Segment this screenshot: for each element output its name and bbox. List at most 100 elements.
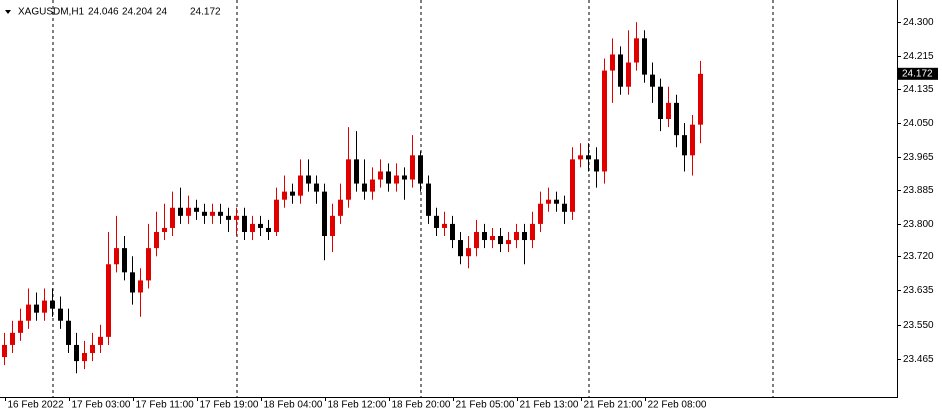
x-tick-label: 17 Feb 19:00: [200, 400, 259, 411]
candle-body: [66, 320, 71, 345]
candle-body: [186, 207, 191, 216]
candle-body: [362, 183, 367, 192]
candle-body: [18, 320, 23, 333]
candle-body: [282, 191, 287, 200]
x-tick-label: 17 Feb 03:00: [72, 400, 131, 411]
candle-body: [498, 236, 503, 245]
candle-body: [154, 231, 159, 249]
candle-body: [426, 183, 431, 216]
candle-body: [562, 203, 567, 212]
candle-body: [538, 203, 543, 224]
candle-body: [618, 54, 623, 87]
x-tick-label: 18 Feb 12:00: [328, 400, 387, 411]
ohlc-readout: 24.046 24.204 24 24.172: [88, 7, 221, 18]
candle-body: [290, 191, 295, 196]
candle-body: [442, 223, 447, 228]
candle-body: [610, 54, 615, 71]
ohlc-value: 24: [156, 7, 168, 18]
candle-body: [466, 248, 471, 257]
candle-body: [522, 231, 527, 241]
candle-body: [658, 86, 663, 120]
candle-body: [410, 155, 415, 180]
x-tick-label: 16 Feb 2022: [8, 400, 65, 411]
candle-body: [642, 38, 647, 75]
candle-body: [354, 159, 359, 184]
candle-body: [434, 215, 439, 228]
candle-body: [34, 304, 39, 313]
candle-body: [42, 300, 47, 313]
candle-body: [266, 227, 271, 232]
candle-body: [650, 74, 655, 87]
candle-body: [394, 175, 399, 184]
candle-body: [130, 272, 135, 293]
candle-body: [330, 215, 335, 237]
candle-body: [98, 336, 103, 345]
candle-body: [482, 231, 487, 241]
candle-body: [146, 248, 151, 281]
candle-body: [370, 179, 375, 192]
candle-body: [162, 227, 167, 232]
candle-body: [306, 175, 311, 184]
x-tick-label: 21 Feb 21:00: [584, 400, 643, 411]
candle-body: [258, 223, 263, 228]
candle-body: [346, 159, 351, 200]
ohlc-value: 24.046: [88, 7, 119, 18]
candle-body: [202, 211, 207, 216]
candle-body: [242, 215, 247, 232]
y-tick-label: 24.050: [903, 118, 934, 129]
y-tick-label: 23.465: [903, 354, 934, 365]
candle-body: [378, 171, 383, 180]
candle-body: [570, 159, 575, 212]
candle-body: [234, 215, 239, 220]
candle-body: [26, 304, 31, 321]
candle-body: [626, 62, 631, 87]
x-tick-label: 21 Feb 05:00: [456, 400, 515, 411]
candle-body: [666, 102, 671, 120]
candle-body: [322, 191, 327, 237]
candle-body: [458, 240, 463, 257]
candle-body: [474, 231, 479, 249]
candle-body: [506, 240, 511, 245]
candle-body: [82, 353, 87, 362]
candle-body: [218, 211, 223, 216]
x-tick-label: 18 Feb 20:00: [392, 400, 451, 411]
candle-body: [674, 102, 679, 136]
chart-title: XAGUSDM,H1: [18, 7, 85, 18]
ohlc-value: 24.172: [190, 7, 221, 18]
y-tick-label: 24.135: [903, 84, 934, 95]
plot: 24.300 24.215 24.135 24.050 23.965 23.885 23.8…: [2, 17, 938, 411]
candle-body: [194, 207, 199, 212]
y-tick-label: 23.885: [903, 185, 934, 196]
candle-body: [298, 175, 303, 196]
candle-body: [338, 199, 343, 216]
candle-body: [514, 231, 519, 241]
candle-body: [690, 124, 695, 156]
candle-body: [170, 207, 175, 228]
candle-body: [106, 264, 111, 337]
y-tick-label: 23.550: [903, 320, 934, 331]
candle-body: [602, 70, 607, 172]
candle-body: [138, 280, 143, 293]
candle-body: [682, 135, 687, 156]
current-price-label: 24.172: [902, 68, 933, 79]
y-tick-label: 24.215: [903, 51, 934, 62]
y-tick-label: 23.800: [903, 219, 934, 230]
candle-body: [634, 38, 639, 63]
candle-body: [122, 248, 127, 273]
candle-body: [578, 155, 583, 160]
ohlc-value: 24.204: [122, 7, 153, 18]
x-tick-label: 21 Feb 13:00: [520, 400, 579, 411]
candle-body: [530, 223, 535, 241]
current-price-box: [898, 67, 938, 80]
candle-body: [178, 207, 183, 216]
collapse-icon[interactable]: [5, 10, 11, 14]
candle-body: [402, 175, 407, 180]
candle-body: [418, 155, 423, 184]
candle-body: [586, 155, 591, 160]
candle-body: [546, 199, 551, 204]
candle-body: [450, 223, 455, 241]
y-tick-label: 23.720: [903, 251, 934, 262]
x-tick-label: 18 Feb 04:00: [264, 400, 323, 411]
